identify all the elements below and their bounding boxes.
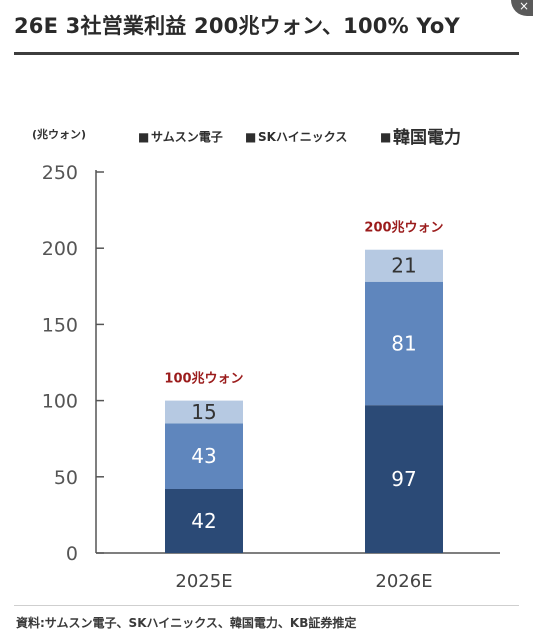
bar-value-label-0-2: 15: [191, 400, 216, 424]
y-tick-label: 50: [54, 467, 78, 489]
bar-value-label-1-1: 81: [391, 331, 416, 355]
y-tick-label: 100: [42, 391, 78, 413]
legend-label-0: サムスン電子: [151, 130, 223, 144]
legend-marker-2: ■: [380, 130, 391, 144]
bar-segment-1-2: [365, 249, 443, 282]
bar-segment-1-1: [365, 281, 443, 406]
close-corner-button[interactable]: ×: [511, 0, 533, 16]
legend-label-2: 韓国電力: [393, 127, 461, 148]
bar-segment-1-0: [365, 405, 443, 553]
bar-segment-0-1: [165, 423, 243, 489]
close-icon: ×: [518, 0, 529, 13]
bar-value-label-1-0: 97: [391, 467, 416, 491]
x-tick-label-1: 2026E: [375, 571, 432, 592]
source-divider: [14, 605, 519, 606]
source-note: 資料:サムスン電子、SKハイニックス、韓国電力、KB証券推定: [16, 616, 357, 630]
bar-total-label-0: 100兆ウォン: [164, 371, 243, 387]
bar-value-label-1-2: 21: [391, 254, 416, 278]
legend: ■ サムスン電子 ■ SKハイニックス ■ 韓国電力: [138, 127, 461, 148]
legend-marker-1: ■: [245, 130, 256, 144]
y-tick-label: 200: [42, 238, 78, 260]
bar-value-label-0-0: 42: [191, 509, 216, 533]
unit-label: (兆ウォン): [32, 127, 86, 141]
y-tick-label: 150: [42, 314, 78, 336]
bar-segment-0-2: [165, 400, 243, 424]
legend-label-1: SKハイニックス: [258, 130, 347, 144]
bar-total-label-1: 200兆ウォン: [364, 220, 443, 236]
bar-value-label-0-1: 43: [191, 444, 216, 468]
bar-segment-0-0: [165, 488, 243, 553]
axis-layer: 0 50 100 150 200 250: [42, 162, 500, 565]
y-tick-label: 0: [66, 543, 78, 565]
stacked-bar-chart: (兆ウォン) ■ サムスン電子 ■ SKハイニックス ■ 韓国電力 0 50 100…: [32, 127, 500, 592]
legend-marker-0: ■: [138, 130, 149, 144]
y-tick-label: 250: [42, 162, 78, 184]
bar-layer: 42 43 15 100兆ウォン 2025E 97 81 21 200兆ウォン 2026E: [164, 220, 443, 592]
x-tick-label-0: 2025E: [175, 571, 232, 592]
page-title: 26E 3社営業利益 200兆ウォン、100% YoY: [14, 14, 460, 38]
title-divider: [14, 52, 519, 55]
